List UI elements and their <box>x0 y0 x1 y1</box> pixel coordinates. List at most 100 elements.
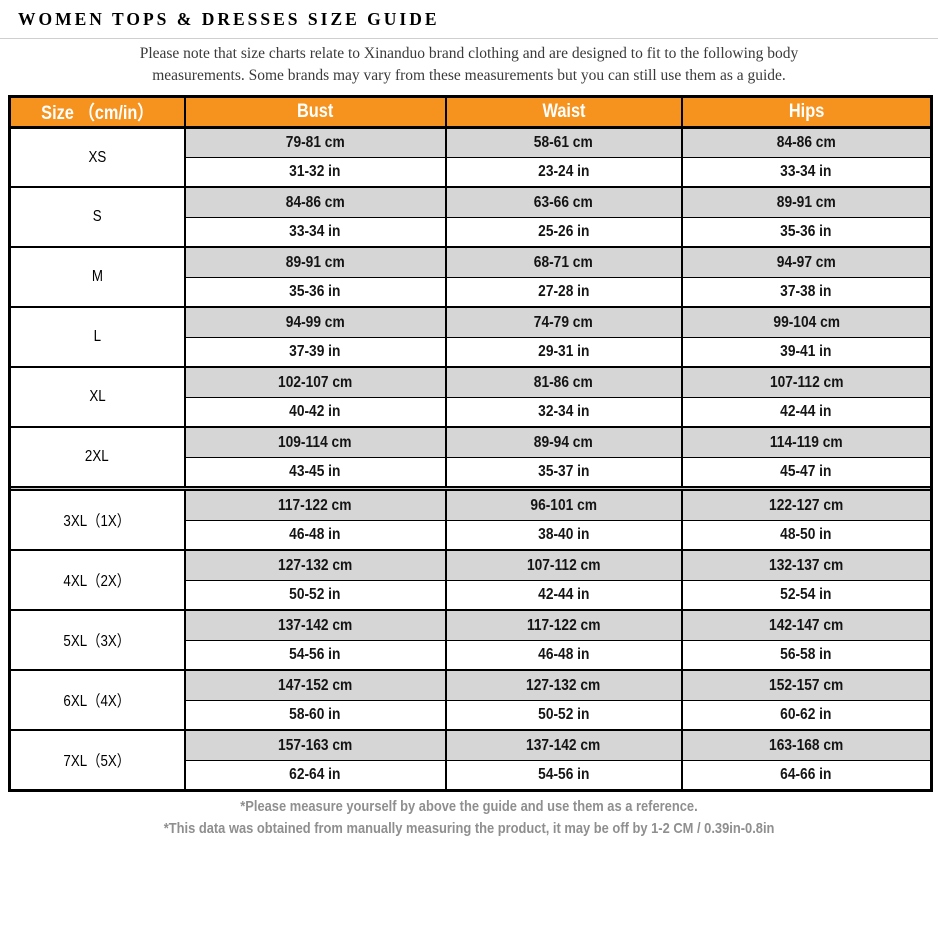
cell-text: 127-132 cm <box>526 676 601 694</box>
table-row-in: 62-64 in 54-56 in 64-66 in <box>10 759 933 792</box>
cell-text: 63-66 cm <box>534 193 593 211</box>
cell-text: 54-56 in <box>537 765 590 783</box>
cell-text: 31-32 in <box>289 163 341 181</box>
size-cell: 2XL <box>8 426 186 489</box>
bust-in-cell: 54-56 in <box>183 639 447 672</box>
size-cell: 4XL（2X） <box>8 549 186 612</box>
waist-cm-cell: 137-142 cm <box>444 729 683 761</box>
cell-text: 94-99 cm <box>285 313 345 331</box>
waist-cm-cell: 63-66 cm <box>444 186 683 218</box>
table-row-cm: 5XL（3X） 137-142 cm 117-122 cm 142-147 cm <box>8 609 933 672</box>
bust-in-cell: 50-52 in <box>183 579 447 612</box>
table-row-in: 35-36 in 27-28 in 37-38 in <box>10 276 933 309</box>
hips-cm-cell: 114-119 cm <box>680 426 933 458</box>
hips-in-cell: 39-41 in <box>680 336 933 369</box>
cell-text: 46-48 in <box>289 526 341 544</box>
cell-text: 52-54 in <box>780 586 832 604</box>
waist-in-cell: 35-37 in <box>444 456 683 489</box>
title-divider <box>0 38 938 39</box>
bust-cm-cell: 147-152 cm <box>183 669 447 701</box>
header-row: Size （cm/in） Bust Waist Hips <box>8 94 933 129</box>
bust-cm-cell: 117-122 cm <box>183 489 447 521</box>
hips-cm-cell: 107-112 cm <box>680 366 933 398</box>
bust-cm-cell: 79-81 cm <box>183 126 447 158</box>
size-cell: 7XL（5X） <box>8 729 186 792</box>
waist-in-cell: 38-40 in <box>444 519 683 552</box>
cell-text: 58-61 cm <box>534 133 593 151</box>
cell-text: M <box>91 268 103 286</box>
table-row-in: 50-52 in 42-44 in 52-54 in <box>10 579 933 612</box>
size-table-body: XS 79-81 cm 58-61 cm 84-86 cm 31-32 in 23-24 … <box>8 126 933 792</box>
cell-text: 89-91 cm <box>285 253 345 271</box>
footer-notes: *Please measure yourself by above the gu… <box>8 796 930 840</box>
cell-text: 58-60 in <box>289 706 341 724</box>
cell-text: 25-26 in <box>537 223 590 241</box>
bust-in-cell: 46-48 in <box>183 519 447 552</box>
cell-text: 68-71 cm <box>534 253 593 271</box>
cell-text: 137-142 cm <box>526 736 601 754</box>
hips-in-cell: 45-47 in <box>680 456 933 489</box>
cell-text: 48-50 in <box>780 526 832 544</box>
table-row-in: 37-39 in 29-31 in 39-41 in <box>10 336 933 369</box>
hips-in-cell: 42-44 in <box>680 396 933 429</box>
waist-cm-cell: 58-61 cm <box>444 126 683 158</box>
table-row-in: 33-34 in 25-26 in 35-36 in <box>10 216 933 249</box>
size-guide-table: Size （cm/in） Bust Waist Hips XS 79-81 cm 5… <box>8 94 933 792</box>
cell-text: 64-66 in <box>780 765 832 783</box>
cell-text: 2XL <box>85 448 110 466</box>
cell-text: 122-127 cm <box>769 496 844 514</box>
table-row-cm: XS 79-81 cm 58-61 cm 84-86 cm <box>8 126 933 189</box>
cell-text: 45-47 in <box>780 463 832 481</box>
cell-text: 147-152 cm <box>277 676 353 694</box>
waist-in-cell: 54-56 in <box>444 759 683 792</box>
plus-size-divider <box>8 486 933 492</box>
hips-in-cell: 64-66 in <box>680 759 933 792</box>
plus-size-divider-cell <box>8 486 933 492</box>
waist-in-cell: 29-31 in <box>444 336 683 369</box>
waist-in-cell: 23-24 in <box>444 156 683 189</box>
size-cell: 6XL（4X） <box>8 669 186 732</box>
hips-cm-cell: 142-147 cm <box>680 609 933 641</box>
cell-text: 152-157 cm <box>769 676 844 694</box>
cell-text: 79-81 cm <box>285 133 345 151</box>
waist-in-cell: 25-26 in <box>444 216 683 249</box>
table-row-cm: XL 102-107 cm 81-86 cm 107-112 cm <box>8 366 933 429</box>
table-row-cm: 6XL（4X） 147-152 cm 127-132 cm 152-157 cm <box>8 669 933 732</box>
waist-cm-cell: 96-101 cm <box>444 489 683 521</box>
header-hips-label: Hips <box>788 100 824 122</box>
cell-text: 96-101 cm <box>530 496 597 514</box>
cell-text: 102-107 cm <box>277 373 353 391</box>
bust-cm-cell: 89-91 cm <box>183 246 447 278</box>
cell-text: 89-91 cm <box>776 193 836 211</box>
bust-cm-cell: 157-163 cm <box>183 729 447 761</box>
cell-text: 56-58 in <box>780 646 832 664</box>
bust-in-cell: 35-36 in <box>183 276 447 309</box>
size-cell: S <box>8 186 186 249</box>
waist-cm-cell: 81-86 cm <box>444 366 683 398</box>
cell-text: 127-132 cm <box>277 556 353 574</box>
cell-text: 84-86 cm <box>285 193 345 211</box>
cell-text: 62-64 in <box>289 765 341 783</box>
table-row-in: 58-60 in 50-52 in 60-62 in <box>10 699 933 732</box>
cell-text: 157-163 cm <box>277 736 353 754</box>
cell-text: 23-24 in <box>537 163 590 181</box>
waist-in-cell: 46-48 in <box>444 639 683 672</box>
cell-text: 37-39 in <box>289 343 341 361</box>
size-cell: 3XL（1X） <box>8 489 186 552</box>
size-cell: M <box>8 246 186 309</box>
waist-cm-cell: 68-71 cm <box>444 246 683 278</box>
cell-text: 40-42 in <box>289 403 341 421</box>
cell-text: XS <box>88 148 107 166</box>
hips-in-cell: 48-50 in <box>680 519 933 552</box>
table-row-in: 43-45 in 35-37 in 45-47 in <box>10 456 933 489</box>
hips-cm-cell: 152-157 cm <box>680 669 933 701</box>
hips-in-cell: 35-36 in <box>680 216 933 249</box>
footer-note-2-text: *This data was obtained from manually me… <box>163 819 775 837</box>
waist-in-cell: 50-52 in <box>444 699 683 732</box>
cell-text: 117-122 cm <box>278 496 352 514</box>
table-row-cm: S 84-86 cm 63-66 cm 89-91 cm <box>8 186 933 249</box>
cell-text: 43-45 in <box>289 463 341 481</box>
waist-in-cell: 42-44 in <box>444 579 683 612</box>
bust-in-cell: 58-60 in <box>183 699 447 732</box>
waist-cm-cell: 127-132 cm <box>444 669 683 701</box>
